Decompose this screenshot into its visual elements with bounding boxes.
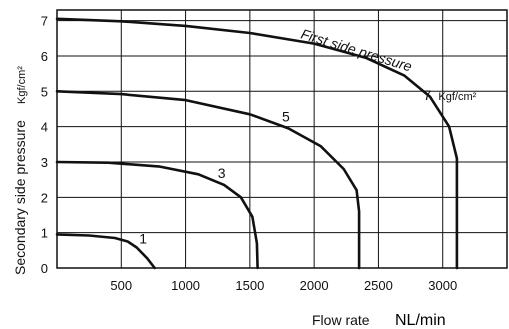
y-tick-label: 7 (41, 14, 48, 29)
x-tick-label: 2500 (364, 278, 393, 293)
series-label-7: 7 (423, 87, 431, 103)
grid (57, 10, 507, 269)
y-tick-label: 0 (41, 261, 48, 276)
x-tick-label: 500 (110, 278, 132, 293)
y-tick-label: 3 (41, 155, 48, 170)
series-line-1 (55, 233, 156, 270)
y-tick-label: 5 (41, 84, 48, 99)
x-axis-unit: NL/min (395, 312, 446, 329)
x-tick-label: 1500 (235, 278, 264, 293)
y-tick-label: 6 (41, 49, 48, 64)
y-tick-label: 2 (41, 190, 48, 205)
x-tick-label: 2000 (300, 278, 329, 293)
series-line-3 (55, 160, 259, 270)
y-tick-label: 1 (41, 226, 48, 241)
curves (55, 17, 459, 270)
x-tick-label: 1000 (171, 278, 200, 293)
series-label-1: 1 (139, 230, 147, 246)
y-tick-label: 4 (41, 120, 48, 135)
series-label-3: 3 (218, 165, 226, 181)
series-labels: 1 3 5 7 Kgf/cm² (139, 87, 476, 246)
first-side-pressure-annotation: First side pressure (299, 26, 414, 75)
series-line-5 (55, 90, 361, 270)
series-line-7 (55, 17, 459, 270)
series-label-unit: Kgf/cm² (438, 91, 476, 103)
y-tick-labels: 0 1 2 3 4 5 6 7 (41, 14, 48, 276)
x-axis-label: Flow rate (312, 312, 370, 328)
series-label-5: 5 (282, 108, 290, 124)
x-tick-label: 3000 (428, 278, 457, 293)
x-tick-labels: 500 1000 1500 2000 2500 3000 (110, 278, 457, 293)
plot-frame (56, 9, 508, 269)
y-axis-unit: Kgf/cm² (16, 66, 28, 104)
y-axis-label: Secondary side pressure (12, 120, 28, 275)
